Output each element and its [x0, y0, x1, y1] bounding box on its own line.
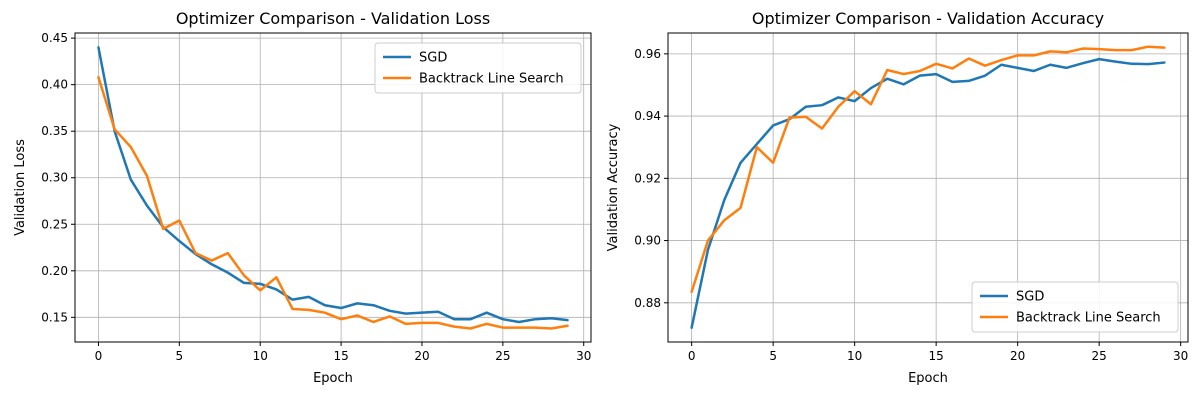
chart-title: Optimizer Comparison - Validation Loss: [176, 9, 490, 28]
chart-title: Optimizer Comparison - Validation Accura…: [752, 9, 1104, 28]
series-line-sgd: [97, 46, 569, 324]
x-tick-label: 25: [1092, 349, 1107, 363]
x-tick-label: 30: [1173, 349, 1188, 363]
series-line-backtrack: [690, 45, 1166, 294]
y-tick-label: 0.92: [634, 171, 661, 185]
legend-label: Backtrack Line Search: [1016, 311, 1161, 326]
y-axis-label: Validation Loss: [13, 139, 28, 236]
y-tick-label: 0.90: [634, 234, 661, 248]
y-tick-label: 0.25: [41, 217, 68, 231]
y-tick-label: 0.45: [41, 31, 68, 45]
legend-box: [374, 42, 582, 94]
x-tick-label: 0: [688, 349, 696, 363]
series-line-backtrack: [97, 75, 569, 330]
series-line-sgd: [690, 57, 1166, 329]
legend: SGD Backtrack Line Search: [374, 42, 582, 94]
x-tick-label: 10: [847, 349, 862, 363]
plot-frame: [667, 32, 1189, 343]
legend-label: SGD: [1016, 290, 1044, 305]
x-tick-label: 5: [769, 349, 777, 363]
y-tick-label: 0.96: [634, 47, 661, 61]
loss-chart: 0 5 10 15 20 25 30 0.15 0.20 0.25 0.30 0.35 0.40 0.45…: [13, 9, 592, 386]
y-axis-label: Validation Accuracy: [606, 123, 621, 251]
x-axis-label: Epoch: [908, 371, 948, 386]
y-tick-label: 0.35: [41, 124, 68, 138]
y-tick-label: 0.15: [41, 310, 68, 324]
x-tick-label: 15: [333, 349, 348, 363]
x-tick-label: 0: [95, 349, 103, 363]
legend-label: SGD: [419, 51, 447, 66]
x-tick-label: 10: [253, 349, 268, 363]
x-tick-label: 5: [176, 349, 184, 363]
x-tick-label: 20: [1010, 349, 1025, 363]
y-tick-label: 0.30: [41, 171, 68, 185]
x-axis-label: Epoch: [313, 371, 353, 386]
y-tick-label: 0.20: [41, 264, 68, 278]
x-tick-label: 30: [576, 349, 591, 363]
x-tick-label: 15: [929, 349, 944, 363]
legend-box: [971, 281, 1179, 333]
plot-frame: [74, 32, 592, 343]
y-tick-label: 0.40: [41, 78, 68, 92]
y-tick-label: 0.88: [634, 296, 661, 310]
legend: SGD Backtrack Line Search: [971, 281, 1179, 333]
x-tick-label: 20: [414, 349, 429, 363]
y-tick-label: 0.94: [634, 109, 661, 123]
legend-label: Backtrack Line Search: [419, 72, 564, 87]
x-tick-label: 25: [495, 349, 510, 363]
accuracy-chart: 0 5 10 15 20 25 30 0.88 0.90 0.92 0.94 0.96 Optimize…: [606, 9, 1189, 386]
